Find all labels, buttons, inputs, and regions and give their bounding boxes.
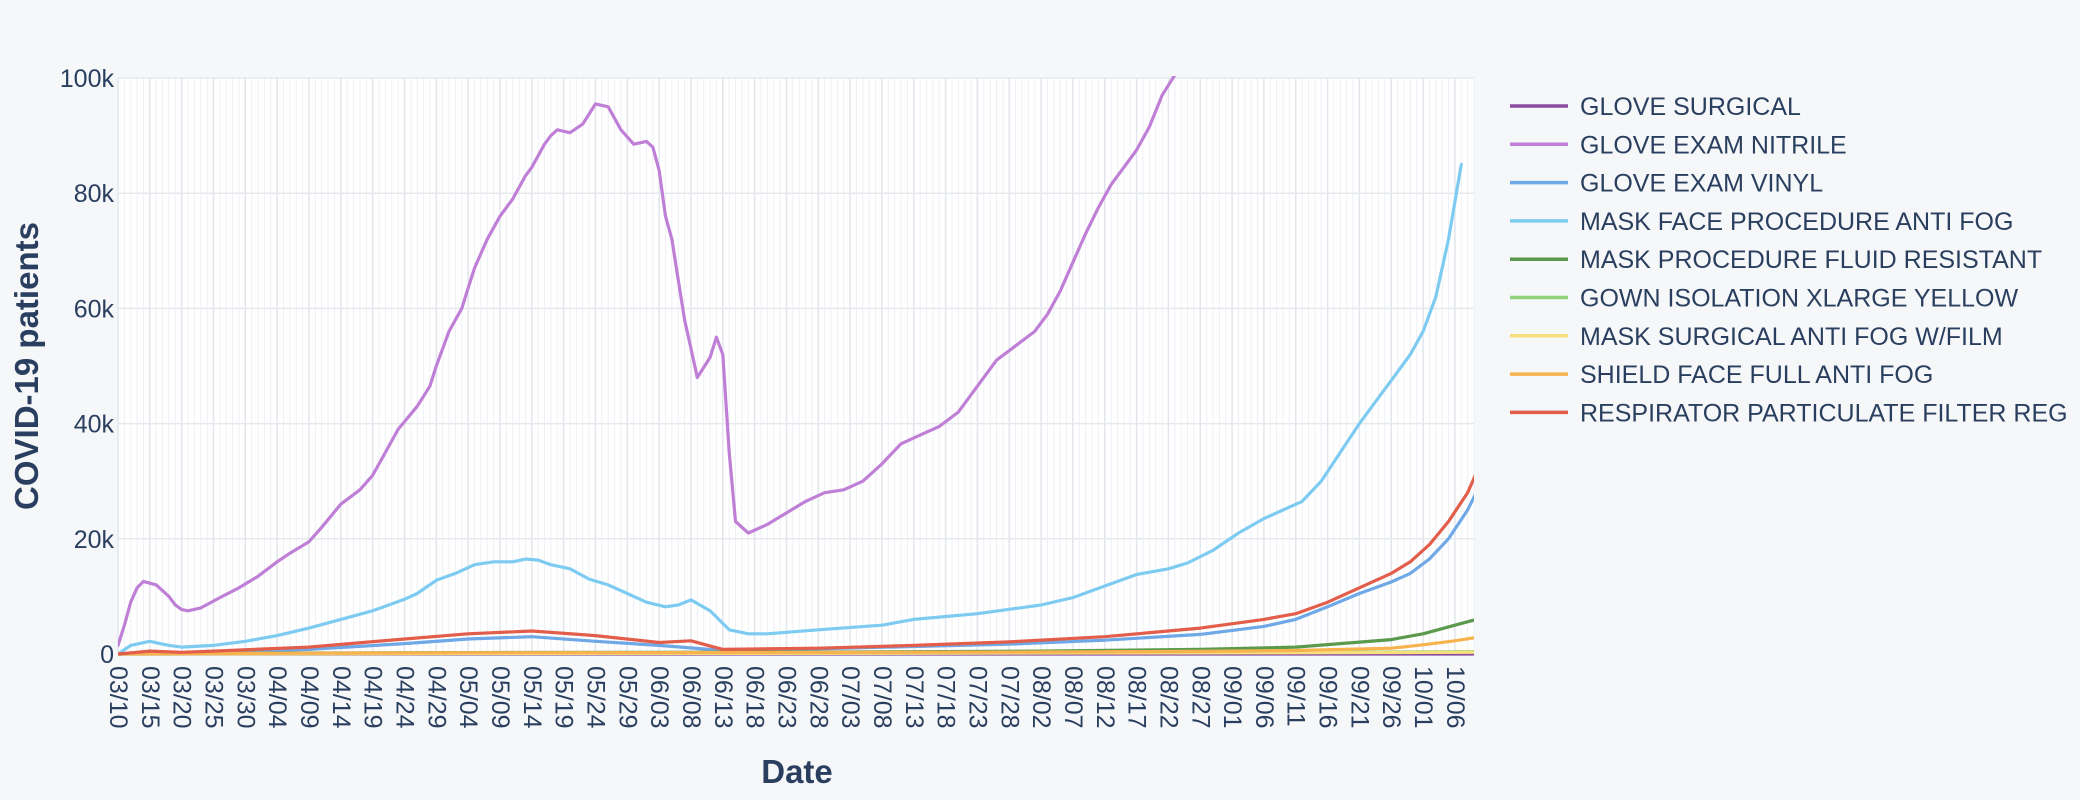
- x-tick-label: 04/29: [422, 666, 450, 729]
- x-tick-label: 07/18: [932, 666, 960, 729]
- series-line-mask-face-procedure-anti-fog: [118, 162, 1463, 656]
- x-tick-label: 09/21: [1345, 666, 1373, 729]
- legend-item[interactable]: GOWN ISOLATION XLARGE YELLOW: [1510, 285, 2018, 313]
- x-tick-label: 03/15: [136, 666, 164, 729]
- series-line-glove-exam-nitrile: [118, 76, 1177, 648]
- y-tick-label: 0: [100, 641, 114, 669]
- x-tick-label: 05/14: [518, 666, 546, 729]
- x-tick-label: 05/24: [582, 666, 610, 729]
- y-tick-label: 60k: [74, 295, 115, 323]
- x-tick-label: 07/28: [995, 666, 1023, 729]
- x-tick-label: 07/13: [900, 666, 928, 729]
- y-tick-label: 40k: [74, 411, 115, 439]
- x-tick-label: 08/22: [1154, 666, 1182, 729]
- legend-item[interactable]: MASK SURGICAL ANTI FOG W/FILM: [1510, 323, 2003, 351]
- x-tick-label: 06/28: [804, 666, 832, 729]
- x-tick-label: 07/23: [963, 666, 991, 729]
- x-tick-label: 08/27: [1186, 666, 1214, 729]
- x-tick-label: 05/19: [550, 666, 578, 729]
- y-tick-labels: 0 20k 40k 60k 80k 100k: [60, 65, 115, 669]
- x-tick-label: 06/03: [645, 666, 673, 729]
- series-lines: [118, 76, 1474, 656]
- y-tick-label: 100k: [60, 65, 115, 93]
- x-tick-label: 04/09: [295, 666, 323, 729]
- x-tick-label: 06/08: [677, 666, 705, 729]
- x-tick-label: 03/25: [200, 666, 228, 729]
- x-tick-label: 05/29: [613, 666, 641, 729]
- x-tick-label: 06/13: [709, 666, 737, 729]
- x-tick-labels: 03/10 03/15 03/20 03/25 03/30 04/04 04/09 04/14…: [104, 666, 1469, 729]
- x-tick-label: 09/16: [1314, 666, 1342, 729]
- x-tick-label: 03/10: [104, 666, 132, 729]
- series-line-respirator-particulate-filter-reg: [118, 474, 1474, 656]
- y-gridlines: [118, 77, 1474, 655]
- x-tick-label: 08/07: [1059, 666, 1087, 729]
- x-tick-label: 09/01: [1218, 666, 1246, 729]
- x-tick-label: 06/23: [773, 666, 801, 729]
- legend-item[interactable]: RESPIRATOR PARTICULATE FILTER REG: [1510, 399, 2068, 427]
- legend-label: GLOVE EXAM NITRILE: [1580, 131, 1847, 159]
- legend-label: MASK PROCEDURE FLUID RESISTANT: [1580, 246, 2042, 274]
- x-tick-label: 04/19: [359, 666, 387, 729]
- x-axis-title: Date: [761, 753, 833, 790]
- legend-label: GLOVE SURGICAL: [1580, 93, 1801, 121]
- x-tick-label: 06/18: [741, 666, 769, 729]
- x-tick-label: 08/12: [1091, 666, 1119, 729]
- legend-label: MASK SURGICAL ANTI FOG W/FILM: [1580, 323, 2003, 351]
- legend-label: GLOVE EXAM VINYL: [1580, 170, 1823, 198]
- y-tick-label: 20k: [74, 526, 115, 554]
- x-gridlines: [117, 78, 1475, 654]
- x-tick-label: 09/11: [1282, 666, 1310, 727]
- x-tick-label: 03/30: [231, 666, 259, 729]
- y-axis-title: COVID-19 patients: [8, 222, 45, 510]
- legend-label: RESPIRATOR PARTICULATE FILTER REG: [1580, 399, 2068, 427]
- legend-item[interactable]: GLOVE SURGICAL: [1510, 93, 1801, 121]
- x-tick-label: 04/24: [391, 666, 419, 729]
- x-tick-label: 07/03: [836, 666, 864, 729]
- legend-item[interactable]: GLOVE EXAM NITRILE: [1510, 131, 1847, 159]
- x-tick-label: 09/26: [1377, 666, 1405, 729]
- legend: GLOVE SURGICAL GLOVE EXAM NITRILE GLOVE EX…: [1510, 93, 2068, 427]
- x-tick-label: 04/14: [327, 666, 355, 729]
- x-tick-label: 08/17: [1123, 666, 1151, 729]
- series-line-glove-exam-vinyl: [118, 493, 1474, 656]
- legend-item[interactable]: MASK FACE PROCEDURE ANTI FOG: [1510, 208, 2013, 236]
- legend-label: MASK FACE PROCEDURE ANTI FOG: [1580, 208, 2013, 236]
- series-line-shield-face-full-anti-fog: [118, 636, 1474, 656]
- plot-area: [118, 78, 1474, 654]
- legend-label: GOWN ISOLATION XLARGE YELLOW: [1580, 285, 2018, 313]
- x-tick-label: 07/08: [868, 666, 896, 729]
- x-tick-label: 04/04: [263, 666, 291, 729]
- legend-item[interactable]: GLOVE EXAM VINYL: [1510, 170, 1823, 198]
- x-tick-label: 10/01: [1409, 666, 1437, 729]
- x-tick-label: 05/09: [486, 666, 514, 729]
- x-tick-label: 03/20: [168, 666, 196, 729]
- x-tick-label: 10/06: [1441, 666, 1469, 729]
- legend-item[interactable]: MASK PROCEDURE FLUID RESISTANT: [1510, 246, 2042, 274]
- legend-item[interactable]: SHIELD FACE FULL ANTI FOG: [1510, 361, 1933, 389]
- x-tick-label: 05/04: [454, 666, 482, 729]
- x-tick-label: 09/06: [1250, 666, 1278, 729]
- y-tick-label: 80k: [74, 180, 115, 208]
- legend-label: SHIELD FACE FULL ANTI FOG: [1580, 361, 1933, 389]
- x-tick-label: 08/02: [1027, 666, 1055, 729]
